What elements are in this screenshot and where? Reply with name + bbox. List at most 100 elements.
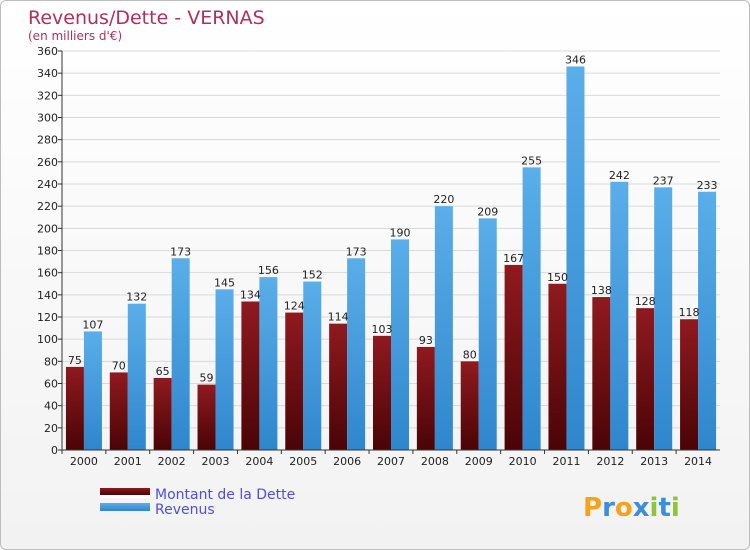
x-tick-label: 2014 bbox=[684, 455, 712, 468]
y-tick-label: 300 bbox=[37, 112, 58, 125]
y-tick-label: 340 bbox=[37, 67, 58, 80]
legend-label-revenus: Revenus bbox=[155, 502, 215, 518]
legend-swatch-dette bbox=[100, 488, 150, 495]
data-label-revenus: 156 bbox=[258, 264, 279, 277]
logo-letter: t bbox=[658, 493, 670, 523]
x-tick-label: 2004 bbox=[245, 455, 273, 468]
bar-revenus bbox=[259, 277, 278, 450]
x-tick-label: 2002 bbox=[158, 455, 186, 468]
bar-revenus bbox=[171, 258, 190, 450]
bar-revenus bbox=[347, 258, 366, 450]
bar-dette bbox=[153, 377, 172, 450]
bar-revenus bbox=[478, 218, 497, 450]
data-label-dette: 124 bbox=[284, 300, 305, 313]
logo-letter: i bbox=[671, 493, 680, 523]
data-label-revenus: 145 bbox=[214, 276, 235, 289]
bar-dette bbox=[109, 372, 128, 450]
y-tick-label: 0 bbox=[51, 444, 58, 457]
x-tick-label: 2000 bbox=[70, 455, 98, 468]
x-tick-label: 2008 bbox=[421, 455, 449, 468]
data-label-dette: 114 bbox=[328, 311, 349, 324]
y-tick-label: 180 bbox=[37, 245, 58, 258]
bar-revenus bbox=[698, 191, 717, 450]
legend: Montant de la Dette Revenus bbox=[100, 487, 295, 518]
bar-dette bbox=[416, 346, 435, 450]
data-label-dette: 65 bbox=[156, 365, 170, 378]
x-tick-label: 2003 bbox=[202, 455, 230, 468]
data-label-dette: 138 bbox=[591, 284, 612, 297]
bar-dette bbox=[329, 323, 348, 450]
data-label-dette: 134 bbox=[240, 288, 261, 301]
chart-title: Revenus/Dette - VERNAS bbox=[28, 7, 265, 29]
logo-letter: o bbox=[615, 493, 633, 523]
data-label-dette: 103 bbox=[372, 323, 393, 336]
y-tick-label: 360 bbox=[37, 45, 58, 58]
bar-revenus bbox=[215, 289, 234, 450]
x-tick-label: 2009 bbox=[465, 455, 493, 468]
x-tick-label: 2005 bbox=[289, 455, 317, 468]
data-label-revenus: 107 bbox=[82, 318, 103, 331]
axes bbox=[61, 51, 720, 451]
data-label-dette: 59 bbox=[200, 372, 214, 385]
y-tick-label: 220 bbox=[37, 200, 58, 213]
bar-revenus bbox=[610, 181, 629, 451]
legend-label-dette: Montant de la Dette bbox=[155, 487, 295, 503]
y-tick-label: 260 bbox=[37, 156, 58, 169]
x-tick-label: 2012 bbox=[596, 455, 624, 468]
y-axis-ticks: 0 20 40 60 80 100 120 140 160 180 200 220 240 260 280 3… bbox=[37, 45, 62, 457]
bar-revenus bbox=[391, 239, 409, 450]
data-label-revenus: 173 bbox=[170, 245, 191, 258]
bar-revenus bbox=[654, 187, 673, 450]
bar-revenus bbox=[303, 281, 322, 450]
data-label-revenus: 132 bbox=[126, 291, 147, 304]
bar-dette bbox=[197, 384, 216, 450]
y-tick-label: 120 bbox=[37, 311, 58, 324]
logo-letter: r bbox=[602, 493, 615, 523]
bar-dette bbox=[592, 297, 611, 450]
bar-dette bbox=[241, 301, 260, 450]
y-tick-label: 80 bbox=[44, 355, 58, 368]
bar-revenus bbox=[566, 66, 585, 451]
bar-dette bbox=[65, 366, 84, 450]
bar-dette bbox=[504, 264, 523, 450]
bar-dette bbox=[373, 335, 391, 450]
x-tick-label: 2001 bbox=[114, 455, 142, 468]
data-label-revenus: 346 bbox=[565, 54, 586, 67]
data-label-revenus: 233 bbox=[697, 179, 718, 192]
data-label-revenus: 237 bbox=[653, 174, 674, 187]
legend-swatch-revenus bbox=[100, 503, 150, 511]
data-label-revenus: 255 bbox=[521, 154, 542, 167]
y-tick-label: 60 bbox=[44, 378, 58, 391]
data-label-dette: 128 bbox=[635, 295, 656, 308]
x-tick-label: 2010 bbox=[509, 455, 537, 468]
y-tick-label: 40 bbox=[44, 400, 58, 413]
data-label-dette: 93 bbox=[419, 334, 433, 347]
data-label-revenus: 220 bbox=[433, 193, 454, 206]
proxiti-logo: Proxiti bbox=[583, 493, 680, 523]
data-label-revenus: 152 bbox=[302, 269, 323, 282]
data-label-revenus: 190 bbox=[390, 226, 411, 239]
bar-dette bbox=[460, 361, 479, 450]
bar-dette bbox=[548, 283, 567, 450]
data-label-revenus: 209 bbox=[477, 205, 498, 218]
logo-letter: x bbox=[633, 493, 650, 523]
bar-revenus bbox=[522, 167, 541, 450]
data-label-dette: 118 bbox=[679, 306, 700, 319]
y-tick-label: 160 bbox=[37, 267, 58, 280]
x-axis-ticks: 2000 2001 2002 2003 2004 2005 2006 2007 2008 2009… bbox=[61, 450, 712, 468]
y-tick-label: 140 bbox=[37, 289, 58, 302]
data-label-dette: 80 bbox=[463, 348, 477, 361]
data-label-revenus: 173 bbox=[346, 245, 367, 258]
x-tick-label: 2007 bbox=[377, 455, 405, 468]
data-label-dette: 70 bbox=[112, 359, 126, 372]
bar-revenus bbox=[127, 303, 146, 450]
data-label-revenus: 242 bbox=[609, 169, 630, 182]
y-tick-label: 200 bbox=[37, 222, 58, 235]
x-tick-label: 2013 bbox=[640, 455, 668, 468]
bar-revenus bbox=[83, 331, 102, 450]
x-tick-label: 2006 bbox=[333, 455, 361, 468]
bar-revenus bbox=[434, 206, 453, 450]
bar-dette bbox=[680, 319, 699, 450]
bars bbox=[65, 66, 717, 451]
